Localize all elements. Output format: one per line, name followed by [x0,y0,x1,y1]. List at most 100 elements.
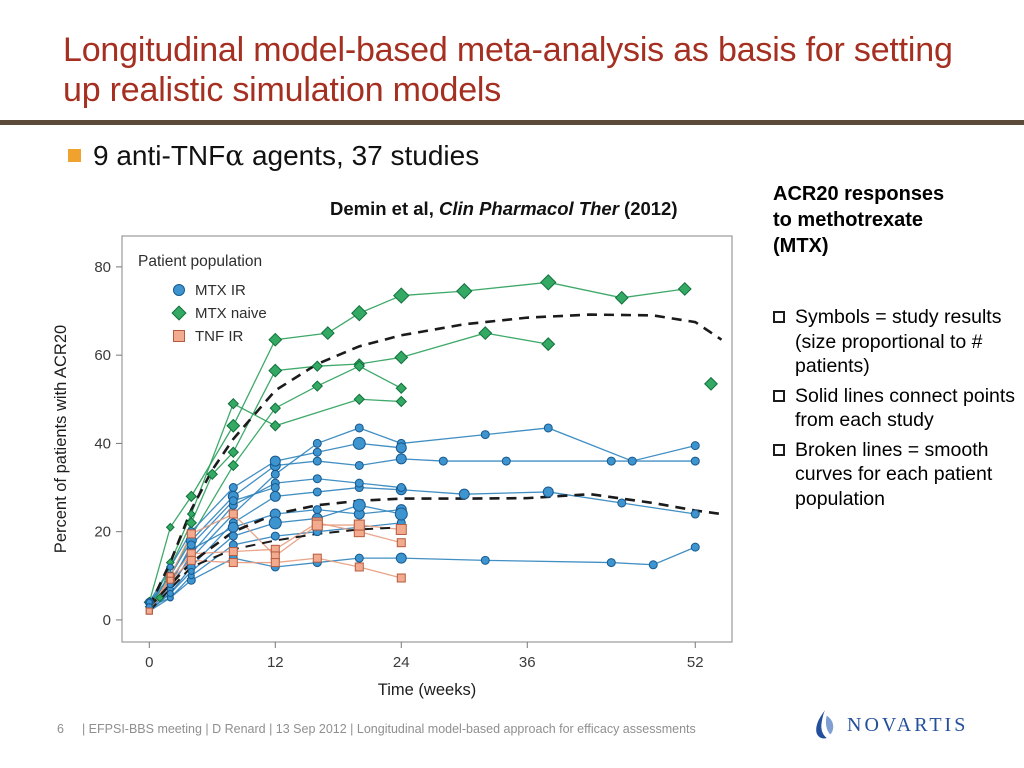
marker-mtx_ir [395,442,407,454]
citation-year: (2012) [618,198,678,219]
marker-mtx_ir [186,540,196,550]
marker-mtx_ir [690,542,700,552]
acr20-chart: 0 12 24 36 52 0 20 40 60 80 Time (weeks) Percent of… [52,235,733,699]
marker-mtx_naive [395,395,407,408]
study-line-mtx_naive [148,281,685,603]
marker-mtx_naive [186,509,196,519]
smooth-curve-mtx_ir [148,492,722,608]
marker-mtx_ir [458,488,470,500]
marker-tnf_ir [312,553,322,563]
x-tick-label: 12 [267,654,284,671]
marker-mtx_ir [395,453,407,465]
marker-tnf_ir [270,558,280,568]
study-line-mtx_ir [149,546,696,608]
marker-mtx_ir [270,483,280,493]
marker-mtx_ir [269,455,281,467]
side-bullet-item: Broken lines = smooth curves for each pa… [773,438,1021,512]
y-tick-label: 40 [94,435,111,452]
marker-mtx_naive [268,363,283,378]
marker-tnf_ir [166,576,174,584]
marker-tnf_ir [186,555,196,565]
side-panel-heading: ACR20 responses to methotrexate (MTX) [773,183,945,257]
marker-mtx_ir [269,490,281,502]
marker-tnf_ir [145,607,153,615]
alpha-symbol: α [225,139,245,172]
marker-mtx_naive [171,305,187,321]
y-tick-label: 80 [94,259,111,276]
marker-mtx_ir [187,567,195,575]
marker-mtx_naive [155,593,165,603]
marker-mtx_naive [320,326,335,341]
legend-label-tnf_ir: TNF IR [195,328,243,345]
bullet-text-suffix: agents, 37 studies [244,140,480,171]
marker-mtx_ir [352,498,366,512]
marker-tnf_ir [228,547,238,557]
marker-tnf_ir [173,330,185,342]
checkbox-bullet-icon [773,389,785,402]
marker-mtx_ir [312,447,322,457]
novartis-logo-text: NOVARTIS [847,713,969,736]
study-line-tnf_ir [148,513,402,612]
marker-mtx_ir [648,560,658,570]
marker-mtx_ir [354,478,364,488]
marker-tnf_ir [354,562,364,572]
marker-tnf_ir [353,519,365,531]
marker-mtx_naive [351,305,368,322]
chart-citation: Demin et al, Clin Pharmacol Ther (2012) [330,198,678,220]
marker-mtx_ir [627,456,637,466]
marker-mtx_ir [312,474,322,484]
marker-mtx_ir [312,456,322,466]
y-tick-label: 60 [94,347,111,364]
marker-mtx_ir [543,423,553,433]
side-panel: ACR20 responses to methotrexate (MTX) Sy… [773,181,1021,517]
marker-mtx_naive [353,360,365,372]
marker-mtx_ir [268,516,282,530]
side-bullet-item: Symbols = study results (size proportion… [773,305,1021,379]
marker-tnf_ir [228,558,238,568]
marker-mtx_ir [354,553,364,563]
marker-tnf_ir [395,523,407,535]
marker-mtx_naive [704,376,718,391]
marker-mtx_naive [393,287,410,304]
y-axis-label: Percent of patients with ACR20 [52,325,70,553]
marker-tnf_ir [396,573,406,583]
x-tick-label: 0 [145,654,153,671]
marker-mtx_naive [541,337,556,352]
marker-mtx_ir [228,483,238,493]
marker-mtx_ir [166,589,174,597]
marker-mtx_ir [606,456,616,466]
marker-mtx_naive [226,418,241,433]
footer: 6 | EFPSI-BBS meeting | D Renard | 13 Se… [57,722,696,736]
x-axis-label: Time (weeks) [378,681,476,699]
marker-mtx_ir [228,496,238,506]
legend-title: Patient population [138,253,262,270]
study-line-mtx_ir [148,442,402,603]
marker-mtx_naive [311,360,323,372]
citation-journal: Clin Pharmacol Ther [438,198,619,219]
marker-mtx_naive [677,281,692,296]
marker-mtx_ir [394,507,408,521]
marker-tnf_ir [228,509,238,519]
smooth-curve-tnf_ir [148,526,402,612]
footer-page-number: 6 [57,722,64,736]
marker-mtx_ir [312,487,322,497]
study-line-mtx_ir [148,522,402,612]
marker-mtx_naive [353,393,365,405]
marker-mtx_ir [312,438,322,448]
marker-mtx_ir [542,486,554,498]
marker-tnf_ir [396,538,406,548]
bullet-square-icon [68,149,81,162]
key-bullet: 9 anti-TNFα agents, 37 studies [68,139,479,172]
marker-mtx_ir [227,521,239,533]
side-bullet-text: Broken lines = smooth curves for each pa… [795,438,993,510]
marker-mtx_ir [480,430,490,440]
bullet-text: 9 anti-TNFα agents, 37 studies [93,139,479,172]
marker-mtx_naive [456,282,473,300]
novartis-logo-icon [816,710,834,739]
x-tick-label: 24 [393,654,410,671]
study-line-mtx_ir [148,504,402,608]
marker-mtx_ir [395,552,407,564]
marker-mtx_ir [690,456,700,466]
y-tick-label: 0 [103,612,111,629]
marker-mtx_ir [690,509,700,519]
